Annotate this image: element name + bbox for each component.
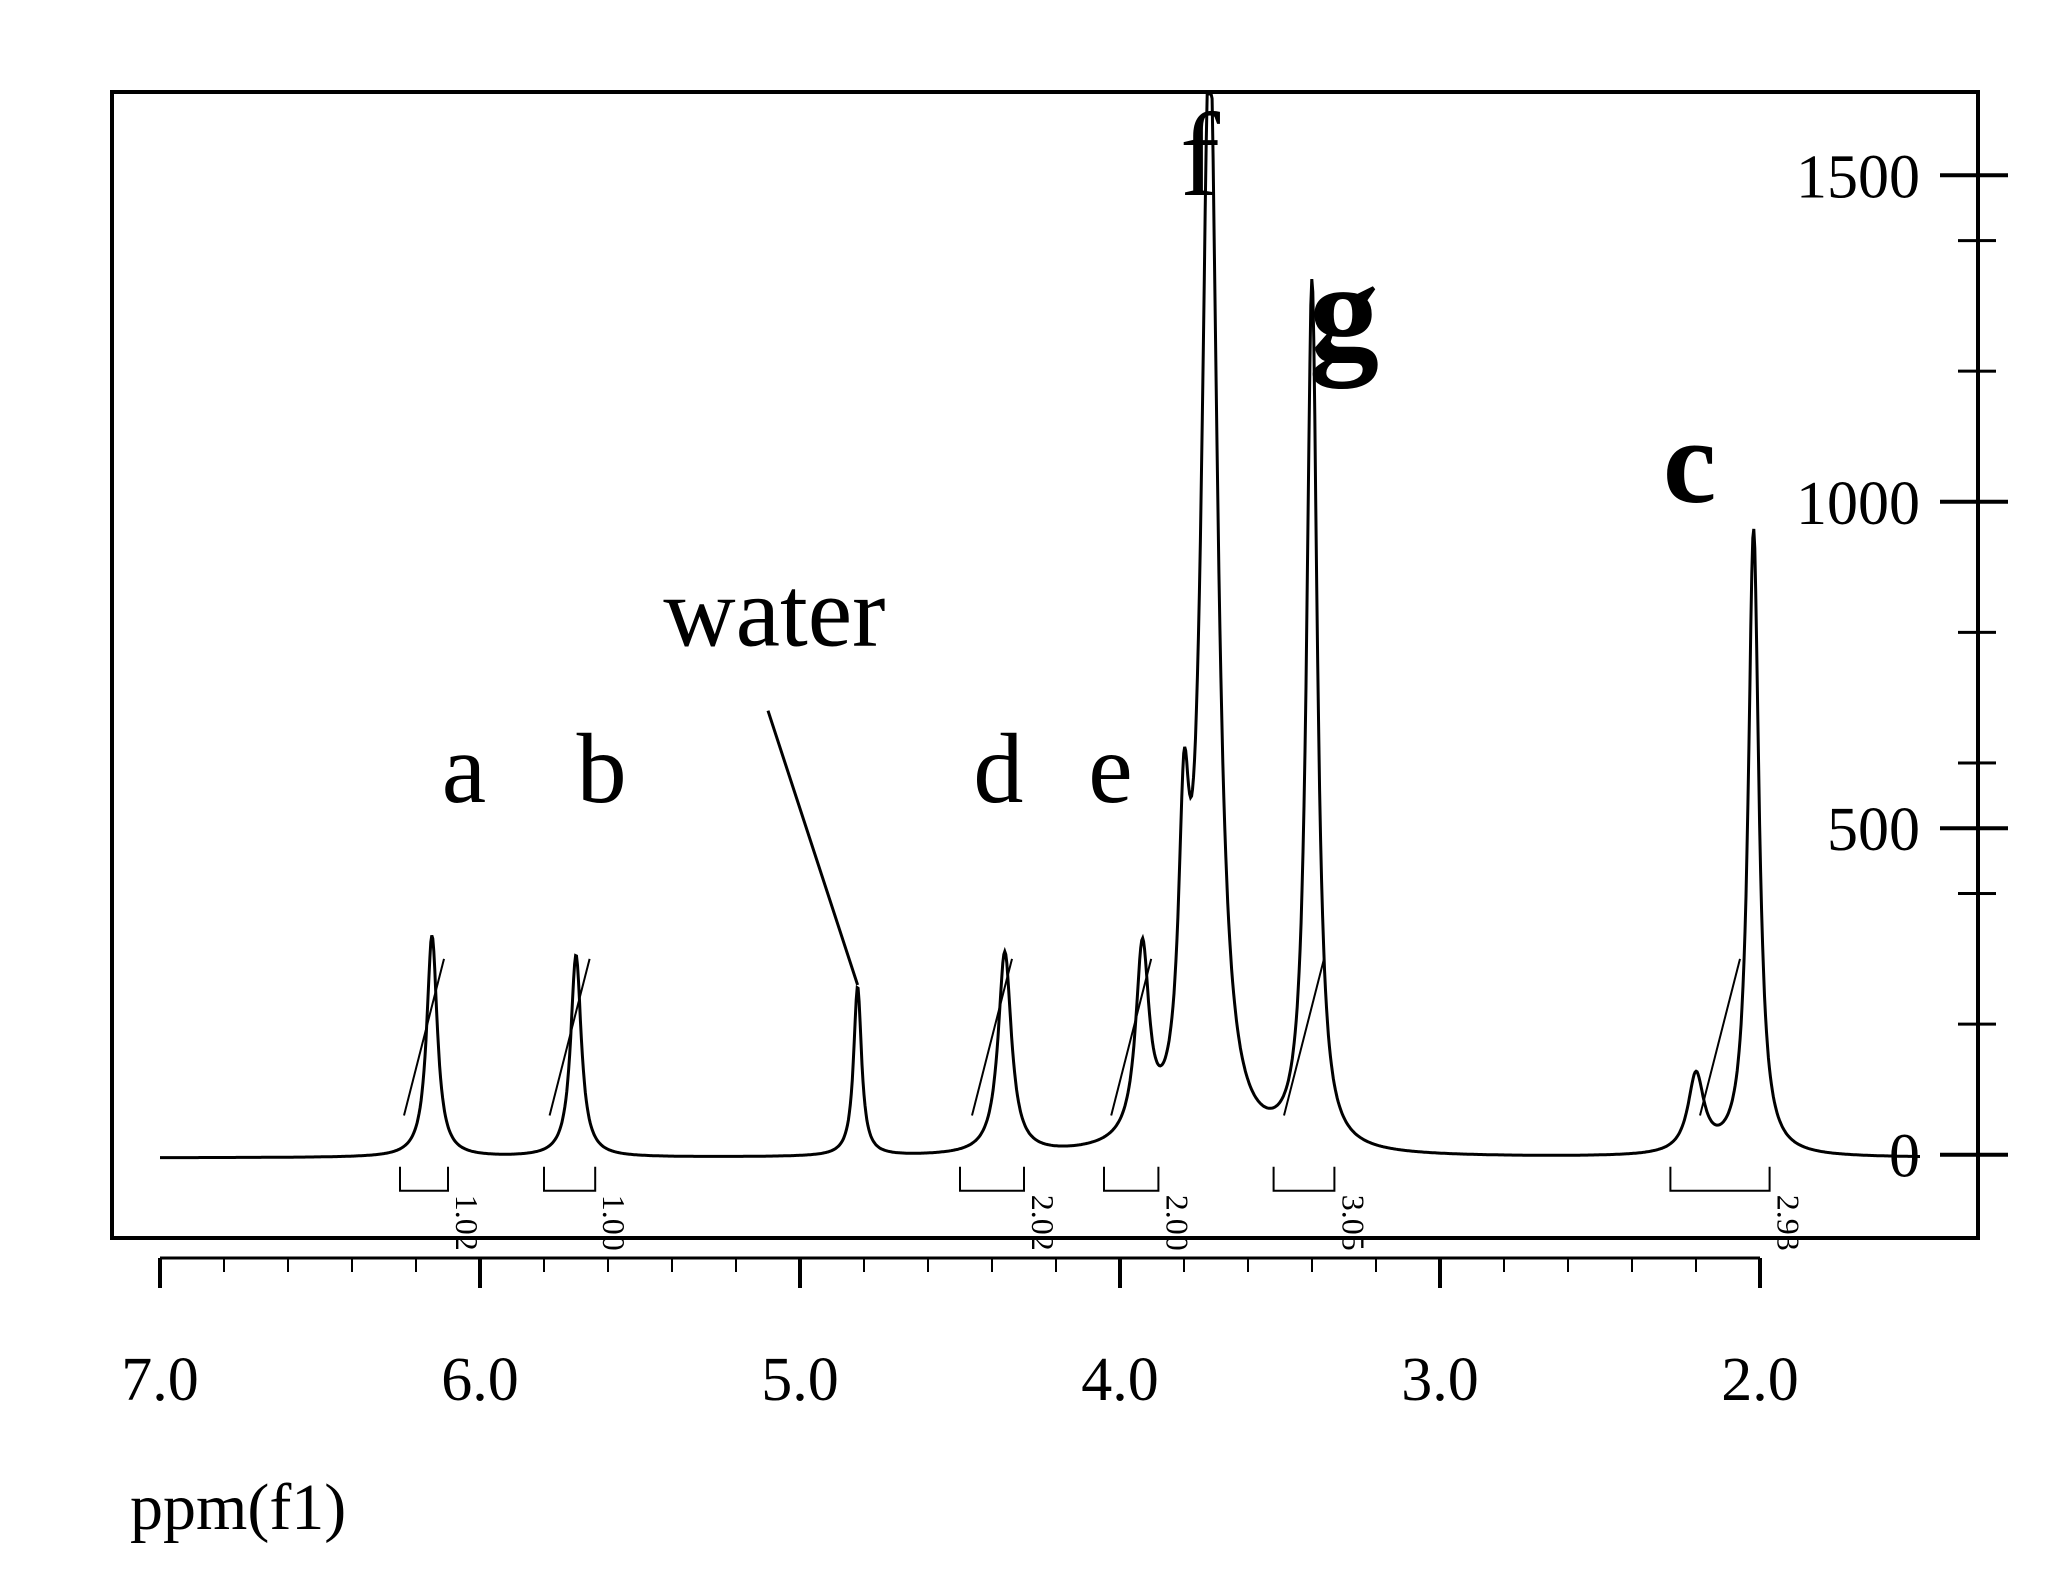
nmr-spectrum: 0500100015007.06.05.04.03.02.0abwaterdef… — [0, 0, 2072, 1588]
peak-label-g: g — [1309, 234, 1379, 389]
integral-value: 2.02 — [1025, 1195, 1061, 1251]
integral-slash — [1111, 959, 1151, 1116]
peak-label-c: c — [1663, 395, 1716, 528]
peak-label-a: a — [442, 713, 486, 824]
figure-container: 0500100015007.06.05.04.03.02.0abwaterdef… — [0, 0, 2072, 1588]
integral-bracket — [544, 1167, 595, 1191]
x-tick-label: 6.0 — [441, 1346, 519, 1414]
integral-value: 2.93 — [1771, 1195, 1807, 1251]
integral-bracket — [400, 1167, 448, 1191]
spectrum-trace — [160, 94, 1920, 1158]
x-tick-label: 4.0 — [1081, 1346, 1159, 1414]
integral-value: 1.02 — [449, 1195, 485, 1251]
y-tick-label: 1500 — [1796, 143, 1920, 211]
integral-slash — [550, 959, 590, 1116]
integral-value: 2.00 — [1159, 1195, 1195, 1251]
pointer-line-water — [768, 711, 858, 985]
integral-bracket — [960, 1167, 1024, 1191]
integral-value: 3.05 — [1335, 1195, 1371, 1251]
integral-value: 1.00 — [596, 1195, 632, 1251]
y-tick-label: 500 — [1827, 796, 1920, 864]
y-tick-label: 1000 — [1796, 470, 1920, 538]
x-tick-label: 3.0 — [1401, 1346, 1479, 1414]
x-tick-label: 7.0 — [121, 1346, 199, 1414]
peak-label-e: e — [1088, 713, 1132, 824]
x-axis-label: ppm(f1) — [130, 1470, 346, 1546]
integral-bracket — [1670, 1167, 1769, 1191]
integral-bracket — [1104, 1167, 1158, 1191]
peak-label-f: f — [1180, 88, 1220, 221]
integral-bracket — [1274, 1167, 1335, 1191]
peak-label-water: water — [663, 556, 885, 667]
x-tick-label: 2.0 — [1721, 1346, 1799, 1414]
peak-label-d: d — [973, 713, 1023, 824]
integral-slash — [1284, 959, 1324, 1116]
x-tick-label: 5.0 — [761, 1346, 839, 1414]
peak-label-b: b — [577, 713, 627, 824]
